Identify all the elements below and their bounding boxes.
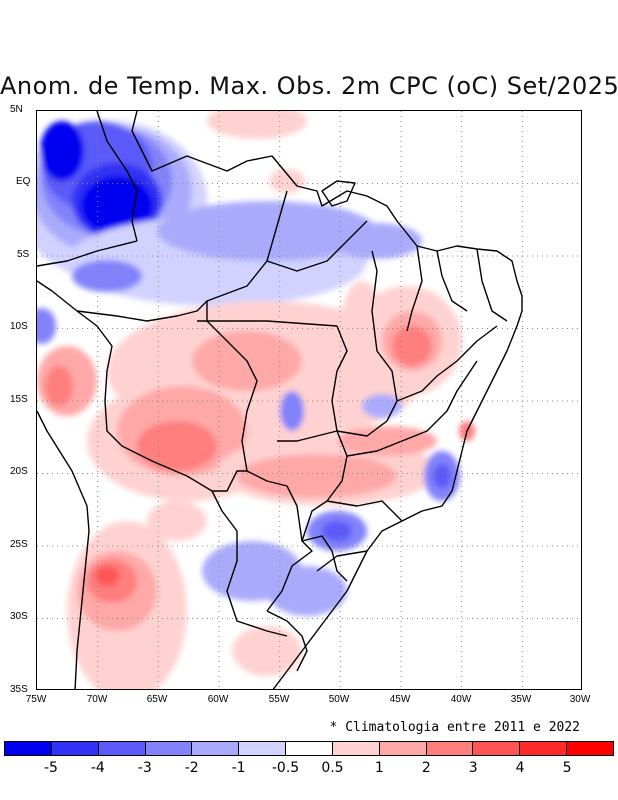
graticule (37, 111, 581, 689)
colorbar-label: -0.5 (271, 760, 300, 776)
colorbar-label: 0.5 (321, 760, 344, 776)
lat-label: 10S (10, 321, 28, 332)
colorbar-label: -2 (184, 760, 199, 776)
anomaly-shading (37, 111, 475, 689)
anomaly-map (37, 111, 581, 689)
colorbar-bin (332, 742, 380, 755)
warm-anomaly-region (95, 566, 119, 586)
cool-anomaly-region (280, 391, 304, 431)
cold-anomaly-region (81, 176, 153, 236)
lon-label: 35W (510, 694, 532, 705)
colorbar-label: -4 (90, 760, 105, 776)
state-border (476, 248, 508, 322)
lon-label: 40W (450, 694, 472, 705)
lon-label: 45W (389, 694, 411, 705)
island (321, 180, 356, 207)
country-border (301, 535, 348, 582)
warm-anomaly-region (337, 426, 437, 456)
colorbar-label: 5 (562, 760, 572, 776)
state-border (396, 325, 498, 402)
colorbar-label: -1 (231, 760, 246, 776)
colorbar-bin (192, 742, 240, 755)
state-border (406, 245, 423, 332)
colorbar-bin (51, 742, 99, 755)
lat-label: 15S (10, 394, 28, 405)
state-border (37, 240, 138, 267)
colorbar-bin (379, 742, 427, 755)
colorbar-bin (473, 742, 521, 755)
warm-anomaly-region (269, 169, 305, 193)
state-border (96, 111, 138, 242)
warm-anomaly-region (392, 326, 432, 366)
warm-anomaly-region (207, 111, 307, 139)
climatology-note: * Climatologia entre 2011 e 2022 (329, 720, 580, 735)
state-border (197, 320, 338, 327)
colorbar-bin (98, 742, 146, 755)
lon-label: 50W (328, 694, 350, 705)
colorbar-label: -5 (43, 760, 58, 776)
cool-anomaly-region (433, 464, 451, 488)
cool-anomaly-region (72, 260, 142, 292)
colorbar-label: 3 (468, 760, 478, 776)
lon-label: 30W (569, 694, 591, 705)
warm-anomaly-region (232, 626, 302, 676)
colorbar-bin (5, 742, 52, 755)
lat-label: 35S (10, 684, 28, 695)
state-border (326, 500, 403, 522)
lon-label: 60W (207, 694, 229, 705)
cool-anomaly-region (267, 566, 347, 616)
lat-label: 5S (17, 249, 30, 260)
lon-label: 75W (25, 694, 47, 705)
colorbar-label: 4 (515, 760, 525, 776)
country-border (37, 280, 133, 452)
state-border (346, 360, 478, 457)
warm-anomaly-region (137, 421, 217, 471)
lat-label: 5N (10, 104, 23, 115)
colorbar-label: -3 (137, 760, 152, 776)
state-border (331, 325, 348, 432)
cool-anomaly-region (322, 521, 352, 541)
lon-label: 65W (146, 694, 168, 705)
colorbar-bin (239, 742, 287, 755)
state-border (316, 550, 368, 572)
country-border (211, 490, 288, 637)
cold-anomaly-region (40, 121, 84, 181)
state-border (436, 250, 468, 312)
lon-label: 70W (86, 694, 108, 705)
colorbar-bin (520, 742, 568, 755)
colorbar-label: 2 (421, 760, 431, 776)
warm-anomaly-region (45, 366, 73, 406)
lat-label: 20S (10, 466, 28, 477)
colorbar-label: 1 (374, 760, 384, 776)
map-panel[interactable] (36, 110, 582, 690)
colorbar-bin (567, 742, 613, 755)
west-coast (37, 410, 90, 689)
country-border (266, 610, 308, 672)
map-title: Anom. de Temp. Max. Obs. 2m CPC (oC) Set… (0, 72, 618, 100)
colorbar-bin (286, 742, 333, 755)
cool-anomaly-region (332, 223, 422, 259)
colorbar (4, 741, 614, 756)
lat-label: 30S (10, 611, 28, 622)
warm-anomaly-region (342, 281, 382, 361)
cool-anomaly-region (37, 308, 56, 344)
political-borders (37, 111, 523, 689)
warm-anomaly-region (237, 454, 397, 498)
state-border (266, 220, 368, 272)
cool-anomaly-region (157, 201, 377, 261)
state-border (301, 430, 348, 542)
warm-anomaly-region (147, 501, 207, 541)
colorbar-bin (145, 742, 193, 755)
lat-label: 25S (10, 539, 28, 550)
colorbar-bin (426, 742, 474, 755)
lat-label: EQ (16, 176, 31, 187)
lon-label: 55W (268, 694, 290, 705)
